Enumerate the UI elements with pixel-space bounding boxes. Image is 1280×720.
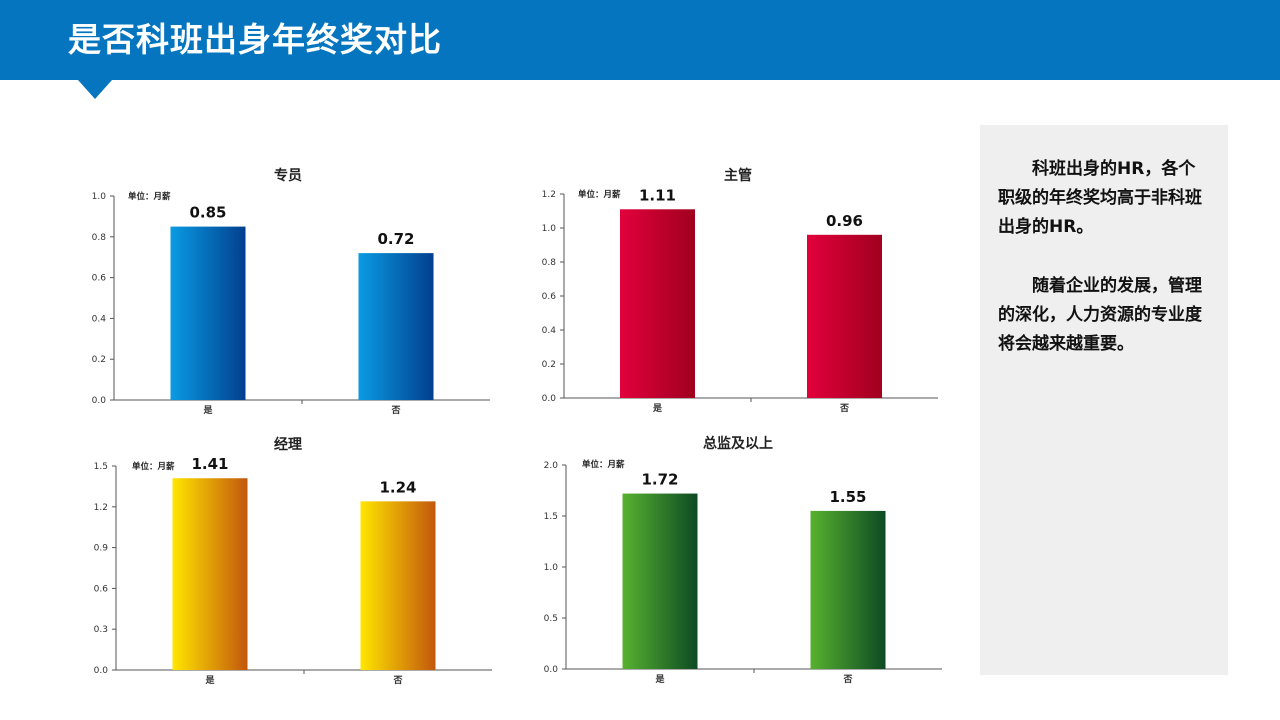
y-tick-label: 1.5: [544, 512, 558, 522]
y-tick-label: 0.0: [94, 666, 109, 676]
bar: [170, 226, 246, 400]
y-tick-label: 1.5: [94, 462, 108, 472]
x-category-label: 否: [390, 405, 400, 416]
summary-panel: 科班出身的HR，各个职级的年终奖均高于非科班出身的HR。 随着企业的发展，管理的…: [980, 125, 1228, 675]
x-category-label: 是: [202, 405, 213, 416]
y-tick-label: 1.2: [94, 503, 108, 513]
y-tick-label: 0.8: [542, 258, 557, 268]
bar: [622, 493, 698, 669]
y-tick-label: 0.8: [92, 233, 107, 243]
bar-value-label: 1.24: [379, 478, 416, 496]
bar: [360, 501, 436, 670]
bar: [807, 234, 882, 398]
y-tick-label: 0.6: [92, 274, 107, 284]
y-tick-label: 0.5: [544, 614, 558, 624]
header-bar: 是否科班出身年终奖对比: [0, 0, 1280, 80]
bar-value-label: 0.85: [189, 204, 226, 222]
y-tick-label: 0.0: [542, 394, 557, 404]
chart-title: 专员: [274, 167, 302, 184]
bar-value-label: 1.11: [639, 186, 676, 204]
x-category-label: 否: [839, 403, 849, 414]
unit-label: 单位：月薪: [128, 191, 171, 202]
summary-paragraph-2: 随着企业的发展，管理的深化，人力资源的专业度将会越来越重要。: [998, 276, 1202, 354]
summary-paragraph-1: 科班出身的HR，各个职级的年终奖均高于非科班出身的HR。: [998, 159, 1202, 237]
chart-supervisor: 主管 单位：月薪 0.0 0.2 0.4 0.6 0.8 1.0 1.2 1.11 是 0.96…: [542, 167, 938, 414]
header-notch: [78, 80, 112, 99]
chart-specialist: 专员 单位：月薪 0.0 0.2 0.4 0.6 0.8 1.0 0.85 是 0.72 否: [92, 167, 490, 416]
bar-value-label: 1.55: [829, 488, 866, 506]
y-tick-label: 2.0: [544, 461, 559, 471]
y-tick-label: 0.2: [92, 355, 106, 365]
y-tick-label: 0.3: [94, 625, 108, 635]
y-tick-label: 0.0: [92, 396, 107, 406]
y-tick-label: 0.6: [94, 584, 109, 594]
x-category-label: 否: [392, 675, 402, 686]
unit-label: 单位：月薪: [578, 189, 621, 200]
y-tick-label: 0.2: [542, 360, 556, 370]
chart-director: 总监及以上 单位：月薪 0.0 0.5 1.0 1.5 2.0 1.72 是 1.55 否: [544, 435, 942, 685]
y-tick-label: 1.0: [542, 224, 557, 234]
x-category-label: 是: [654, 674, 665, 685]
bar: [810, 510, 886, 669]
bar-value-label: 0.72: [377, 230, 414, 248]
y-tick-label: 0.0: [544, 665, 559, 675]
y-tick-label: 0.4: [92, 314, 107, 324]
bar-value-label: 0.96: [826, 212, 863, 230]
y-tick-label: 0.4: [542, 326, 557, 336]
bar: [358, 253, 434, 400]
y-tick-label: 0.6: [542, 292, 557, 302]
x-category-label: 否: [842, 674, 852, 685]
unit-label: 单位：月薪: [132, 461, 175, 472]
y-tick-label: 1.0: [92, 192, 107, 202]
bar-value-label: 1.41: [191, 455, 228, 473]
bar: [172, 478, 248, 670]
bar-value-label: 1.72: [641, 471, 678, 489]
x-category-label: 是: [652, 403, 663, 414]
unit-label: 单位：月薪: [582, 459, 625, 470]
y-tick-label: 1.2: [542, 190, 556, 200]
x-category-label: 是: [204, 675, 215, 686]
chart-title: 总监及以上: [703, 435, 773, 452]
page-title: 是否科班出身年终奖对比: [68, 20, 442, 59]
y-tick-label: 0.9: [94, 544, 109, 554]
bar: [620, 209, 695, 398]
chart-manager: 经理 单位：月薪 0.0 0.3 0.6 0.9 1.2 1.5 1.41 是 1.24 否: [94, 436, 492, 686]
chart-title: 经理: [274, 436, 302, 453]
y-tick-label: 1.0: [544, 563, 559, 573]
chart-title: 主管: [724, 167, 752, 184]
